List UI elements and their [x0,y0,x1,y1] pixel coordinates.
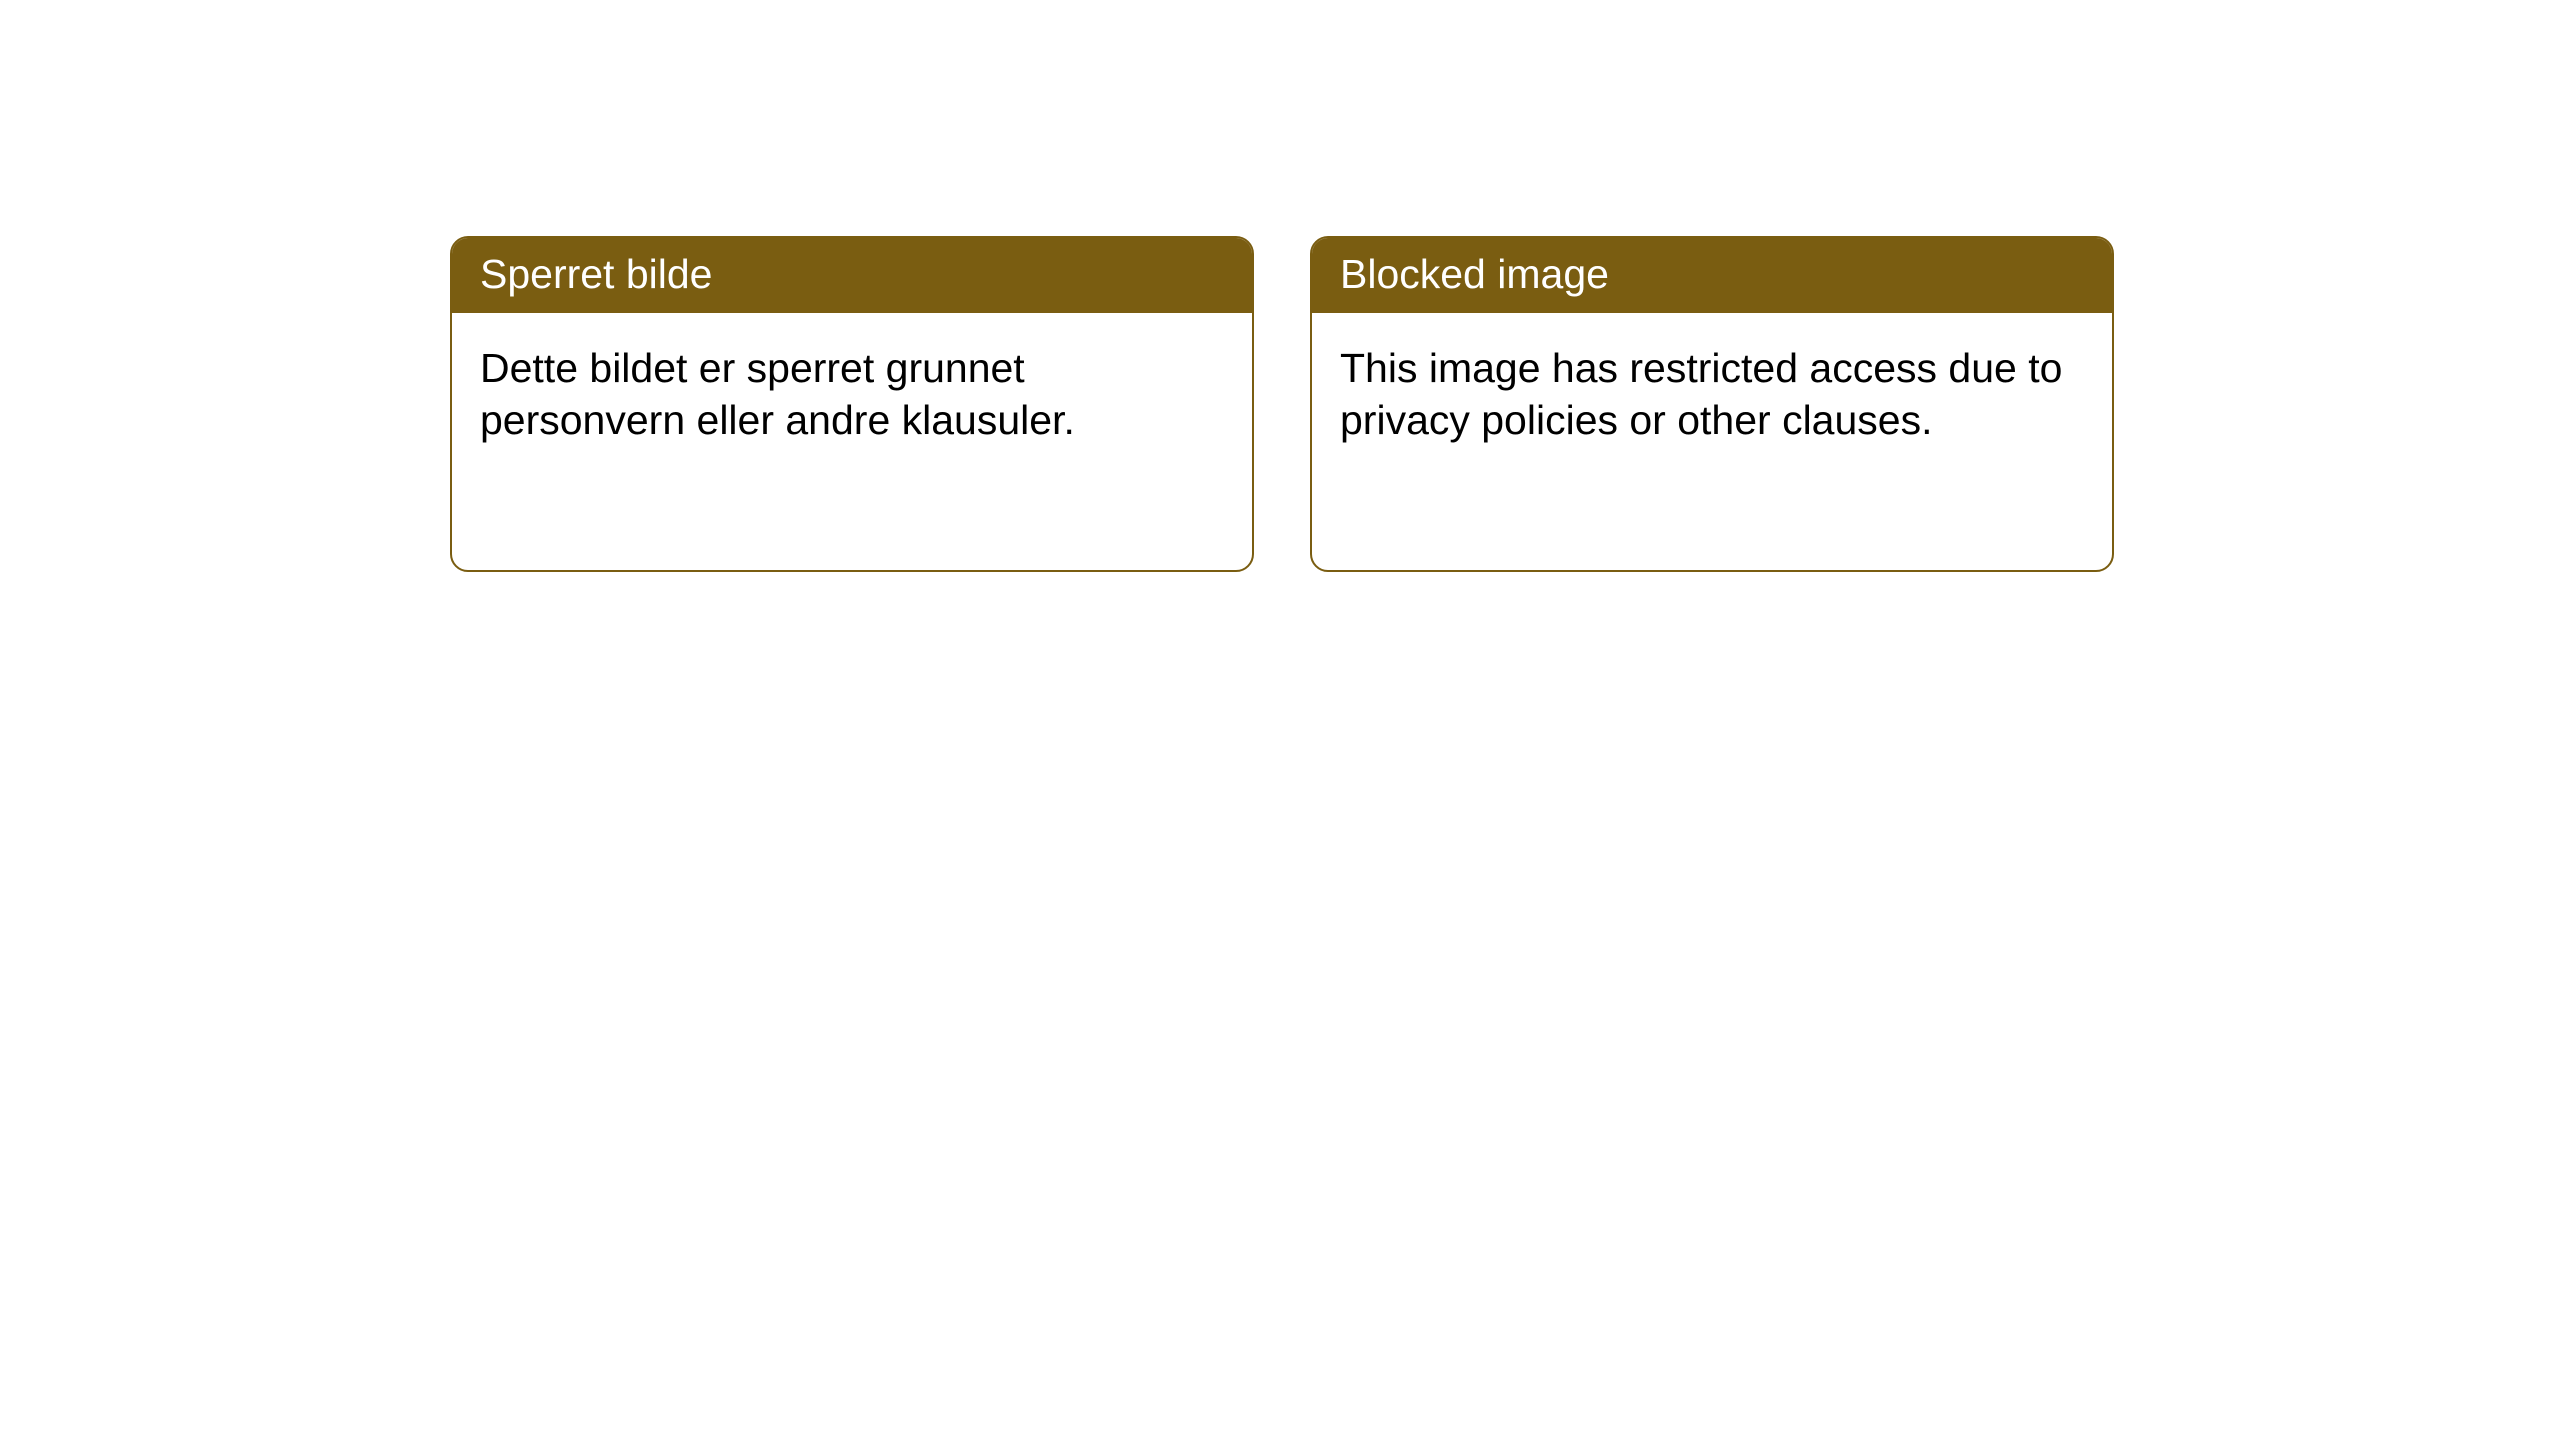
card-body: This image has restricted access due to … [1312,313,2112,476]
card-header: Blocked image [1312,238,2112,313]
blocked-image-card-english: Blocked image This image has restricted … [1310,236,2114,572]
card-header: Sperret bilde [452,238,1252,313]
card-message: Dette bildet er sperret grunnet personve… [480,345,1075,442]
card-title: Blocked image [1340,251,1609,297]
notice-container: Sperret bilde Dette bildet er sperret gr… [0,0,2560,572]
card-body: Dette bildet er sperret grunnet personve… [452,313,1252,476]
blocked-image-card-norwegian: Sperret bilde Dette bildet er sperret gr… [450,236,1254,572]
card-message: This image has restricted access due to … [1340,345,2062,442]
card-title: Sperret bilde [480,251,712,297]
